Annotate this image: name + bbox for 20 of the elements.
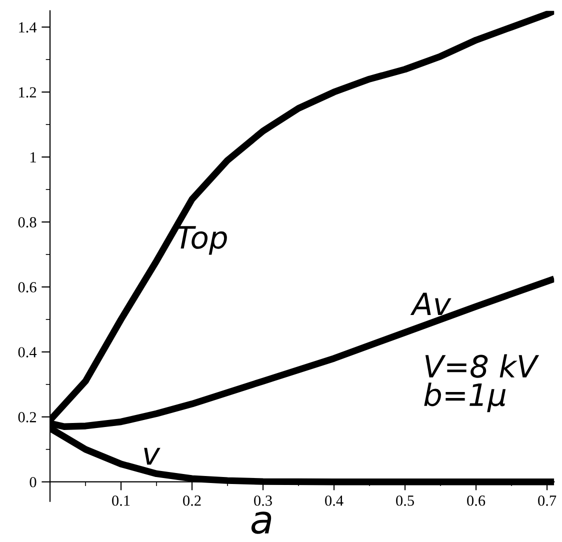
- x-tick-label: 0.6: [467, 495, 486, 506]
- series-label: Av: [410, 292, 452, 315]
- x-axis-title: a: [251, 512, 272, 534]
- series-label: Top: [176, 226, 227, 255]
- x-tick-label: 0.4: [325, 495, 344, 506]
- y-tick-label: 0.8: [18, 217, 36, 228]
- y-tick-label: 0.4: [18, 347, 37, 358]
- annotation: V=8 kV b=1μ: [424, 354, 540, 412]
- x-tick-label: 0.3: [254, 495, 272, 506]
- x-tick-label: 0.1: [112, 495, 130, 506]
- y-tick-label: 1.4: [19, 22, 37, 33]
- x-tick-label: 0.5: [396, 495, 414, 506]
- y-tick-label: 0: [30, 477, 36, 488]
- y-tick-label: 1.2: [19, 87, 36, 98]
- x-tick-label: 0.2: [183, 495, 201, 506]
- series-label: v: [144, 448, 160, 465]
- y-tick-label: 0.2: [18, 412, 36, 422]
- y-tick-label: 1: [30, 152, 36, 162]
- y-tick-label: 0.6: [18, 282, 36, 292]
- x-tick-label: 0.7: [538, 495, 556, 506]
